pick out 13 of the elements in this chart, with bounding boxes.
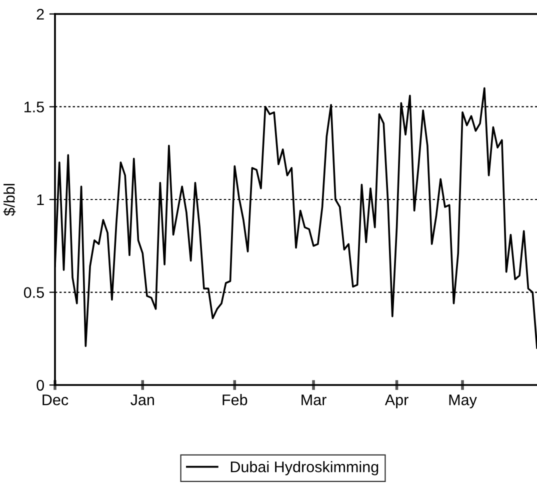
x-tick-label: Dec	[42, 394, 68, 406]
y-tick-label: 0	[36, 380, 44, 391]
legend-label: Dubai Hydroskimming	[230, 461, 378, 476]
y-tick-label: 1.5	[24, 102, 44, 112]
x-tick-label: Apr	[384, 394, 408, 408]
x-tick-label: Jan	[130, 394, 154, 406]
y-tick-label: 0.5	[24, 287, 44, 298]
y-tick-label: 2	[36, 8, 44, 20]
x-tick-label: Feb	[222, 394, 248, 406]
x-tick-label: Mar	[302, 394, 326, 406]
x-tick-label: May	[449, 394, 477, 408]
y-axis-title: $/bbl	[3, 184, 16, 216]
y-tick-label: 1	[37, 194, 44, 206]
